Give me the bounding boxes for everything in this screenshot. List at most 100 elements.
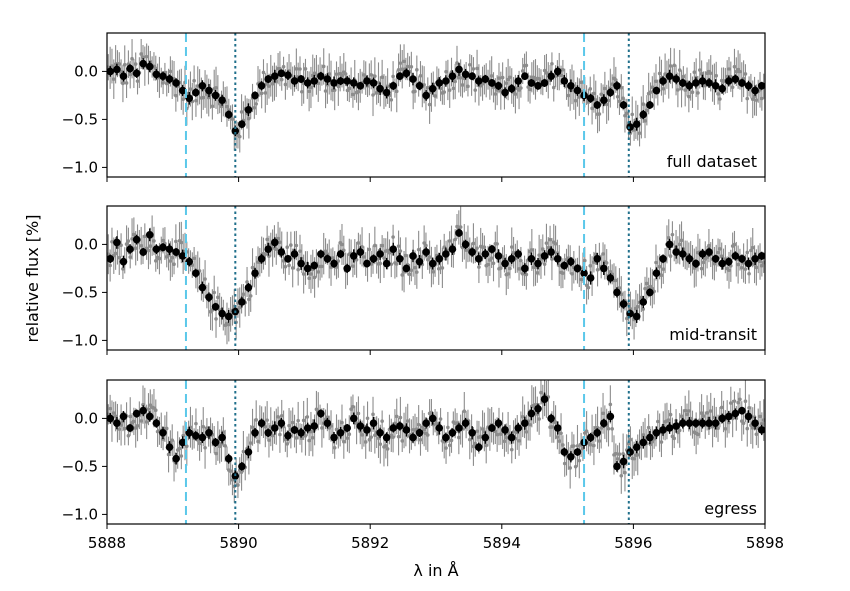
unbinned-point: [606, 426, 611, 431]
binned-point: [257, 419, 266, 428]
binned-point: [738, 406, 746, 415]
binned-point: [442, 250, 450, 258]
unbinned-point: [418, 437, 423, 442]
unbinned-point: [152, 239, 156, 243]
unbinned-point: [177, 446, 182, 451]
unbinned-point: [128, 72, 133, 77]
unbinned-point: [407, 272, 412, 277]
unbinned-point: [427, 255, 432, 259]
binned-point: [224, 312, 233, 321]
unbinned-point: [185, 444, 189, 449]
binned-point: [172, 454, 180, 463]
binned-point: [455, 65, 463, 74]
unbinned-point: [442, 245, 447, 249]
unbinned-point: [436, 266, 441, 271]
binned-point: [238, 298, 246, 306]
unbinned-point: [362, 255, 366, 259]
unbinned-point: [252, 105, 257, 110]
unbinned-point: [321, 64, 326, 69]
unbinned-point: [561, 443, 565, 447]
unbinned-point: [745, 250, 750, 255]
unbinned-point: [227, 322, 231, 327]
unbinned-point: [656, 419, 660, 424]
binned-point: [455, 229, 463, 237]
binned-point: [356, 422, 365, 430]
binned-point: [738, 79, 746, 87]
binned-point: [494, 419, 503, 428]
unbinned-point: [588, 442, 593, 447]
binned-point: [178, 86, 187, 95]
binned-point: [534, 405, 542, 413]
unbinned-point: [475, 66, 479, 71]
binned-point: [205, 86, 213, 95]
unbinned-point: [672, 63, 677, 68]
unbinned-point: [358, 429, 363, 434]
unbinned-point: [758, 414, 762, 419]
unbinned-point: [166, 452, 171, 457]
unbinned-point: [615, 457, 620, 461]
binned-point: [672, 75, 680, 83]
unbinned-point: [659, 440, 664, 444]
unbinned-point: [400, 67, 405, 71]
binned-point: [665, 424, 674, 432]
binned-point: [731, 252, 740, 260]
binned-point: [264, 245, 273, 253]
unbinned-point: [404, 253, 408, 258]
unbinned-point: [754, 432, 759, 437]
unbinned-point: [519, 258, 523, 263]
binned-point: [527, 254, 536, 263]
unbinned-point: [325, 415, 330, 420]
binned-point: [363, 77, 371, 85]
unbinned-point: [309, 85, 313, 90]
unbinned-point: [139, 52, 143, 56]
binned-point: [284, 71, 292, 80]
y-tick-label: −1.0: [62, 331, 98, 349]
binned-point: [448, 72, 457, 80]
unbinned-point: [263, 252, 268, 257]
unbinned-point: [261, 70, 266, 75]
unbinned-point: [661, 267, 666, 271]
unbinned-point: [657, 71, 662, 76]
binned-point: [224, 110, 233, 119]
binned-point: [461, 419, 470, 428]
binned-point: [639, 298, 648, 306]
unbinned-point: [279, 77, 284, 82]
unbinned-point: [265, 237, 269, 242]
unbinned-point: [520, 69, 525, 73]
unbinned-point: [637, 131, 642, 136]
unbinned-point: [285, 442, 290, 446]
unbinned-point: [645, 281, 649, 286]
unbinned-point: [146, 248, 151, 253]
unbinned-point: [444, 69, 448, 74]
unbinned-point: [473, 441, 478, 446]
unbinned-point: [509, 447, 514, 452]
binned-point: [159, 72, 167, 80]
binned-point: [514, 77, 523, 85]
unbinned-point: [453, 237, 457, 242]
unbinned-point: [736, 400, 740, 405]
binned-point: [731, 409, 740, 418]
unbinned-point: [345, 436, 350, 440]
binned-point: [632, 120, 641, 128]
binned-point: [507, 433, 516, 442]
unbinned-point: [356, 241, 361, 245]
unbinned-point: [130, 56, 134, 61]
unbinned-point: [645, 108, 649, 113]
unbinned-point: [572, 444, 576, 448]
unbinned-point: [592, 443, 596, 448]
binned-point: [297, 259, 305, 268]
unbinned-point: [405, 64, 410, 69]
unbinned-point: [548, 237, 552, 242]
binned-point: [389, 424, 398, 432]
unbinned-point: [303, 434, 308, 438]
unbinned-point: [367, 437, 372, 442]
binned-point: [711, 419, 720, 428]
unbinned-point: [230, 117, 235, 121]
unbinned-point: [422, 427, 426, 432]
unbinned-point: [356, 411, 361, 416]
panel-label: full dataset: [667, 152, 757, 171]
unbinned-point: [562, 461, 567, 466]
binned-point: [349, 252, 358, 260]
unbinned-point: [745, 426, 750, 431]
